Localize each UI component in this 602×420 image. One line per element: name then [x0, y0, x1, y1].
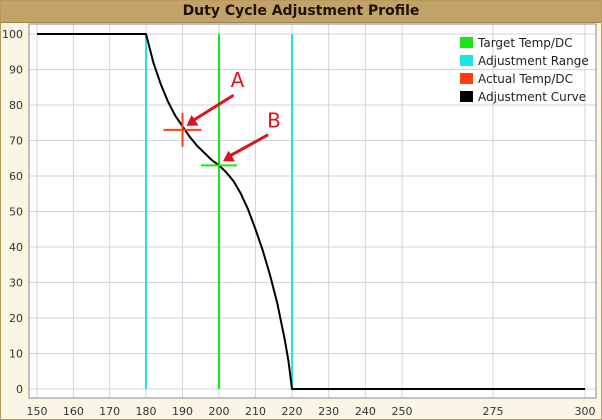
x-tick-label: 210 [245, 405, 266, 418]
title-bar: Duty Cycle Adjustment Profile [1, 1, 601, 23]
legend-swatch [460, 91, 473, 102]
chart-title: Duty Cycle Adjustment Profile [182, 3, 420, 19]
x-tick-label: 190 [172, 405, 193, 418]
adjustment-curve-line [37, 33, 585, 390]
y-tick-label: 30 [9, 277, 23, 290]
annotation-arrow-head [223, 150, 235, 162]
y-tick-label: 70 [9, 135, 23, 148]
annotation-label: A [231, 68, 245, 92]
x-tick-label: 180 [136, 405, 157, 418]
annotation-arrow-shaft [227, 133, 269, 158]
y-tick-label: 40 [9, 241, 23, 254]
annotation-label: B [267, 108, 281, 132]
y-tick-label: 10 [9, 348, 23, 361]
x-tick-label: 160 [63, 405, 84, 418]
legend-label: Target Temp/DC [477, 36, 573, 50]
y-tick-label: 50 [9, 206, 23, 219]
y-tick-label: 80 [9, 99, 23, 112]
annotation-arrow-shaft [191, 94, 234, 123]
x-tick-label: 170 [99, 405, 120, 418]
y-tick-label: 20 [9, 312, 23, 325]
legend-swatch [460, 55, 473, 66]
x-tick-label: 220 [282, 405, 303, 418]
y-tick-label: 0 [16, 383, 23, 396]
legend-label: Adjustment Curve [478, 90, 586, 104]
annotation-arrow-head [186, 115, 199, 126]
x-tick-label: 275 [483, 405, 504, 418]
x-tick-label: 240 [355, 405, 376, 418]
legend-swatch [460, 37, 473, 48]
legend-label: Adjustment Range [478, 54, 589, 68]
y-tick-label: 60 [9, 170, 23, 183]
y-tick-label: 100 [2, 28, 23, 41]
x-tick-label: 250 [392, 405, 413, 418]
x-tick-label: 150 [27, 405, 48, 418]
x-tick-label: 230 [318, 405, 339, 418]
x-tick-label: 200 [209, 405, 230, 418]
legend-label: Actual Temp/DC [478, 72, 573, 86]
x-tick-label: 300 [575, 405, 596, 418]
legend-swatch [460, 73, 473, 84]
plot-border [28, 23, 597, 399]
y-tick-label: 90 [9, 64, 23, 77]
